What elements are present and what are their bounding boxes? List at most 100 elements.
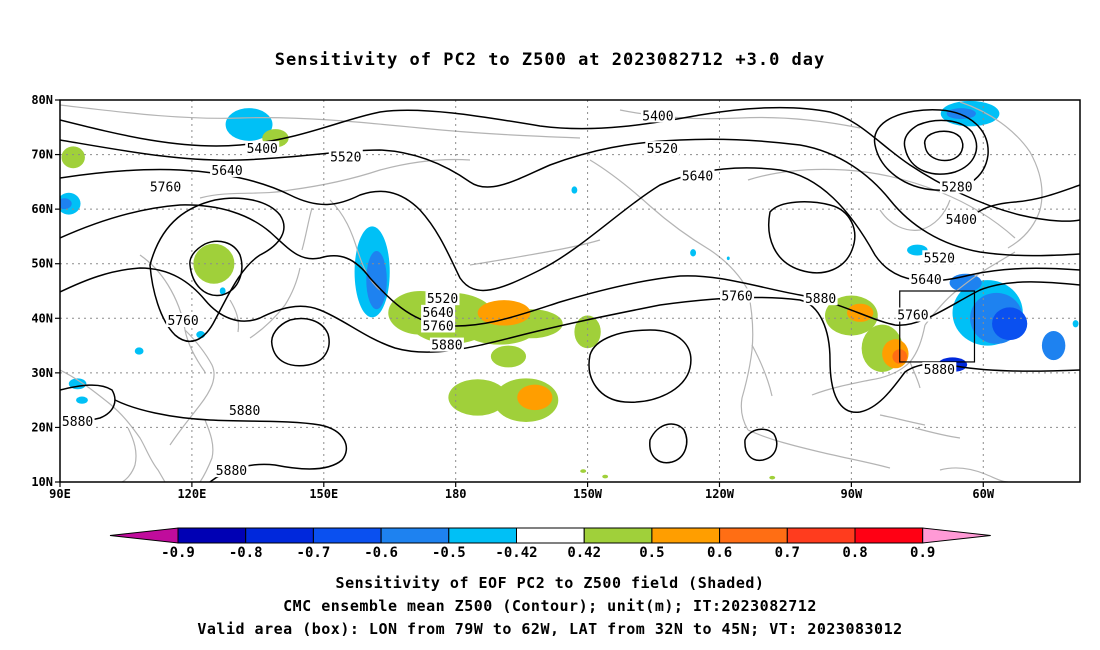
contour-label-bg — [803, 291, 838, 306]
lat-label: 10N — [31, 475, 53, 489]
contour-canada-trough — [964, 184, 1080, 226]
contour-label: 5760 — [167, 314, 198, 329]
coast-canada-north — [747, 168, 1016, 239]
contour-pacific-high-3 — [649, 423, 688, 464]
sensitivity-patch — [1041, 331, 1066, 361]
contour-label: 5640 — [422, 306, 453, 321]
sensitivity-patch — [61, 146, 85, 169]
contour-label-bg — [210, 162, 245, 177]
contour-label-bg — [245, 141, 280, 156]
contour-label: 5880 — [805, 292, 836, 307]
coast-asia — [60, 369, 166, 482]
colorbar-label: 0.8 — [842, 545, 867, 560]
coast-indochina — [121, 427, 137, 482]
colorbar-label: 0.42 — [567, 545, 601, 560]
colorbar-label: -0.7 — [297, 545, 331, 560]
contour-label: 5520 — [427, 292, 458, 307]
contour-5880-main — [60, 267, 1080, 413]
contour-greenland-inner — [923, 130, 964, 162]
coast-south-america — [939, 467, 1009, 482]
contour-label: 5640 — [682, 169, 713, 184]
sensitivity-patch — [690, 249, 697, 257]
colorbar-segment — [719, 527, 788, 544]
contour-5880-south — [114, 399, 348, 482]
contour-east-pacific — [768, 201, 856, 274]
contour-label: 5520 — [647, 142, 678, 157]
contour-label-bg — [328, 149, 363, 164]
coast-gulf — [811, 324, 926, 396]
lon-label: 120E — [177, 487, 206, 501]
colorbar-segment — [651, 527, 721, 544]
sensitivity-patch — [76, 396, 88, 404]
contour-label-bg — [421, 304, 456, 319]
sensitivity-patch — [366, 250, 387, 310]
lat-label: 30N — [31, 366, 53, 380]
contour-label: 5400 — [946, 213, 977, 228]
sensitivity-patch — [580, 469, 587, 473]
contour-label-bg — [429, 337, 464, 352]
contour-label-bg — [214, 463, 249, 478]
lon-label: 120W — [705, 487, 735, 501]
colorbar-label: 0.9 — [910, 545, 935, 560]
lat-label: 80N — [31, 93, 53, 107]
contour-label-bg — [645, 141, 680, 156]
contour-label: 5880 — [924, 363, 955, 378]
coast-asia-north — [139, 254, 206, 373]
chart-title: Sensitivity of PC2 to Z500 at 2023082712… — [274, 50, 826, 70]
coast-hudson — [879, 199, 951, 231]
contour-label: 5760 — [721, 289, 752, 304]
coast-japan — [249, 267, 301, 339]
contour-label: 5640 — [910, 273, 941, 288]
contour-pacific-high-4 — [744, 428, 778, 462]
colorbar-segment — [583, 527, 653, 544]
sensitivity-patch — [477, 300, 531, 326]
sensitivity-patch — [60, 198, 72, 210]
lon-label: 180 — [445, 487, 467, 501]
contour-label: 5520 — [330, 150, 361, 165]
contour-label: 5400 — [642, 109, 673, 124]
contour-label-bg — [425, 291, 460, 306]
colorbar-segment — [177, 527, 247, 544]
coast-aleutians — [469, 239, 601, 266]
contour-5520 — [60, 138, 1080, 257]
coast-baja — [751, 344, 773, 397]
coast-alaska — [589, 159, 749, 291]
sensitivity-patch — [769, 475, 776, 480]
lon-label: 150W — [573, 487, 603, 501]
colorbar-segment — [245, 527, 314, 544]
contour-label: 5280 — [941, 180, 972, 195]
coast-korea — [229, 299, 240, 333]
colorbar-segment — [380, 527, 450, 544]
coast-cuba — [879, 414, 926, 426]
coast-kamchatka — [329, 199, 381, 291]
sensitivity-patch — [448, 379, 507, 416]
contour-pacific-high-2 — [588, 329, 692, 403]
plot-frame — [59, 99, 1081, 483]
colorbar-label: -0.5 — [432, 545, 466, 560]
contour-asia-inner — [189, 240, 243, 297]
colorbar-label: -0.9 — [161, 545, 195, 560]
coast-arctic — [60, 104, 581, 139]
coast-us-east — [924, 251, 1016, 326]
contour-label-bg — [60, 413, 95, 428]
colorbar-label: 0.7 — [775, 545, 800, 560]
lon-label: 150E — [309, 487, 338, 501]
contour-label-bg — [922, 362, 957, 377]
valid-area-rect — [899, 290, 976, 363]
sensitivity-patch — [219, 287, 226, 295]
footer-line-3: Valid area (box): LON from 79W to 62W, L… — [197, 620, 903, 638]
sensitivity-patch — [726, 256, 730, 261]
footer-line-2: CMC ensemble mean Z500 (Contour); unit(m… — [283, 597, 817, 615]
lon-label: 90E — [49, 487, 71, 501]
contour-label: 5760 — [150, 180, 181, 195]
coast-mexico — [747, 429, 891, 469]
contour-label: 5760 — [897, 309, 928, 324]
contour-label-bg — [922, 250, 957, 265]
shading-layer — [60, 100, 1079, 480]
sensitivity-patch — [992, 307, 1028, 341]
coast-caribbean — [914, 427, 961, 439]
colorbar-segment — [786, 527, 856, 544]
coast-sakhalin — [301, 207, 313, 251]
colorbar-right-arrow — [922, 527, 991, 544]
